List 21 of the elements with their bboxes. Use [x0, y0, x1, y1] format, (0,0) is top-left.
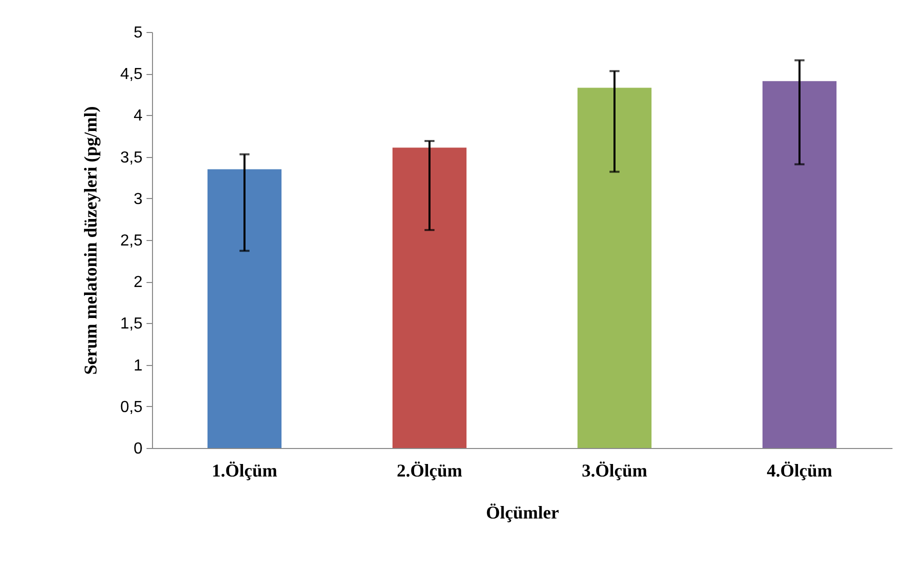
y-tick-label: 3,5: [120, 149, 143, 166]
y-tick-label: 0,5: [120, 398, 143, 416]
bar: [578, 88, 652, 448]
y-tick-label: 5: [134, 24, 143, 42]
bar: [208, 169, 282, 448]
x-tick-label: 4.Ölçüm: [766, 460, 832, 480]
x-tick-label: 2.Ölçüm: [396, 460, 462, 480]
y-tick-label: 3: [134, 190, 143, 208]
y-tick-label: 4,5: [120, 66, 143, 84]
y-tick-label: 0: [134, 440, 143, 458]
x-tick-label: 3.Ölçüm: [582, 460, 648, 480]
y-tick-label: 1,5: [120, 316, 143, 333]
bar: [392, 148, 466, 448]
y-tick-label: 1: [134, 357, 143, 374]
y-tick-label: 2,5: [120, 232, 143, 250]
bar: [762, 81, 836, 448]
y-axis-title: Serum melatonin düzeyleri (pg/ml): [80, 106, 100, 375]
y-tick-label: 2: [134, 274, 143, 292]
y-tick-label: 4: [134, 108, 143, 125]
x-tick-label: 1.Ölçüm: [212, 460, 278, 480]
x-axis-title: Ölçümler: [486, 502, 559, 522]
